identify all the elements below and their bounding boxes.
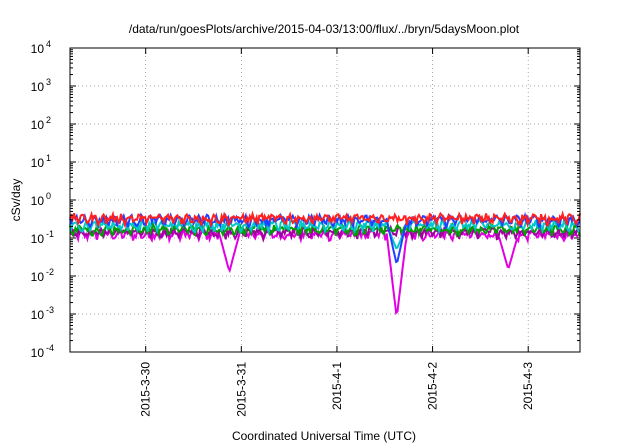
y-tick-base: 10 bbox=[31, 346, 45, 360]
y-tick-exponent: -1 bbox=[46, 229, 54, 239]
y-tick-label: 10 4 bbox=[31, 39, 51, 56]
x-tick-label: 2015-4-2 bbox=[426, 362, 440, 410]
x-tick-label: 2015-3-31 bbox=[234, 362, 248, 417]
y-tick-label: 10 -1 bbox=[31, 229, 54, 246]
x-tick-label: 2015-4-1 bbox=[330, 362, 344, 410]
y-tick-exponent: -2 bbox=[46, 267, 54, 277]
y-tick-base: 10 bbox=[31, 42, 45, 56]
x-tick-label: 2015-4-3 bbox=[521, 362, 535, 410]
y-tick-label: 10 0 bbox=[31, 191, 51, 208]
y-tick-exponent: 2 bbox=[46, 115, 51, 125]
y-axis-label: cSv/day bbox=[9, 179, 23, 222]
series-line bbox=[69, 211, 581, 264]
series-line bbox=[69, 226, 581, 315]
y-tick-label: 10 -3 bbox=[31, 305, 54, 322]
y-tick-exponent: 0 bbox=[46, 191, 51, 201]
y-tick-exponent: -3 bbox=[46, 305, 54, 315]
y-tick-label: 10 -4 bbox=[31, 343, 54, 360]
grid-lines bbox=[70, 48, 580, 352]
series-line bbox=[69, 210, 581, 229]
y-tick-base: 10 bbox=[31, 232, 45, 246]
y-tick-exponent: 4 bbox=[46, 39, 51, 49]
y-tick-base: 10 bbox=[31, 118, 45, 132]
y-tick-label: 10 2 bbox=[31, 115, 51, 132]
y-tick-exponent: -4 bbox=[46, 343, 54, 353]
y-tick-label: 10 3 bbox=[31, 77, 51, 94]
series-lines bbox=[69, 210, 581, 315]
x-tick-label: 2015-3-30 bbox=[139, 362, 153, 417]
y-tick-exponent: 1 bbox=[46, 153, 51, 163]
y-tick-base: 10 bbox=[31, 156, 45, 170]
y-tick-base: 10 bbox=[31, 270, 45, 284]
y-tick-exponent: 3 bbox=[46, 77, 51, 87]
y-tick-base: 10 bbox=[31, 308, 45, 322]
chart-title: /data/run/goesPlots/archive/2015-04-03/1… bbox=[129, 22, 520, 36]
y-tick-base: 10 bbox=[31, 80, 45, 94]
y-tick-base: 10 bbox=[31, 194, 45, 208]
x-axis: 2015-3-30 2015-3-31 2015-4-1 2015-4-2 2015-4… bbox=[139, 48, 535, 417]
y-tick-label: 10 1 bbox=[31, 153, 51, 170]
y-tick-label: 10 -2 bbox=[31, 267, 54, 284]
x-axis-label: Coordinated Universal Time (UTC) bbox=[232, 429, 416, 443]
